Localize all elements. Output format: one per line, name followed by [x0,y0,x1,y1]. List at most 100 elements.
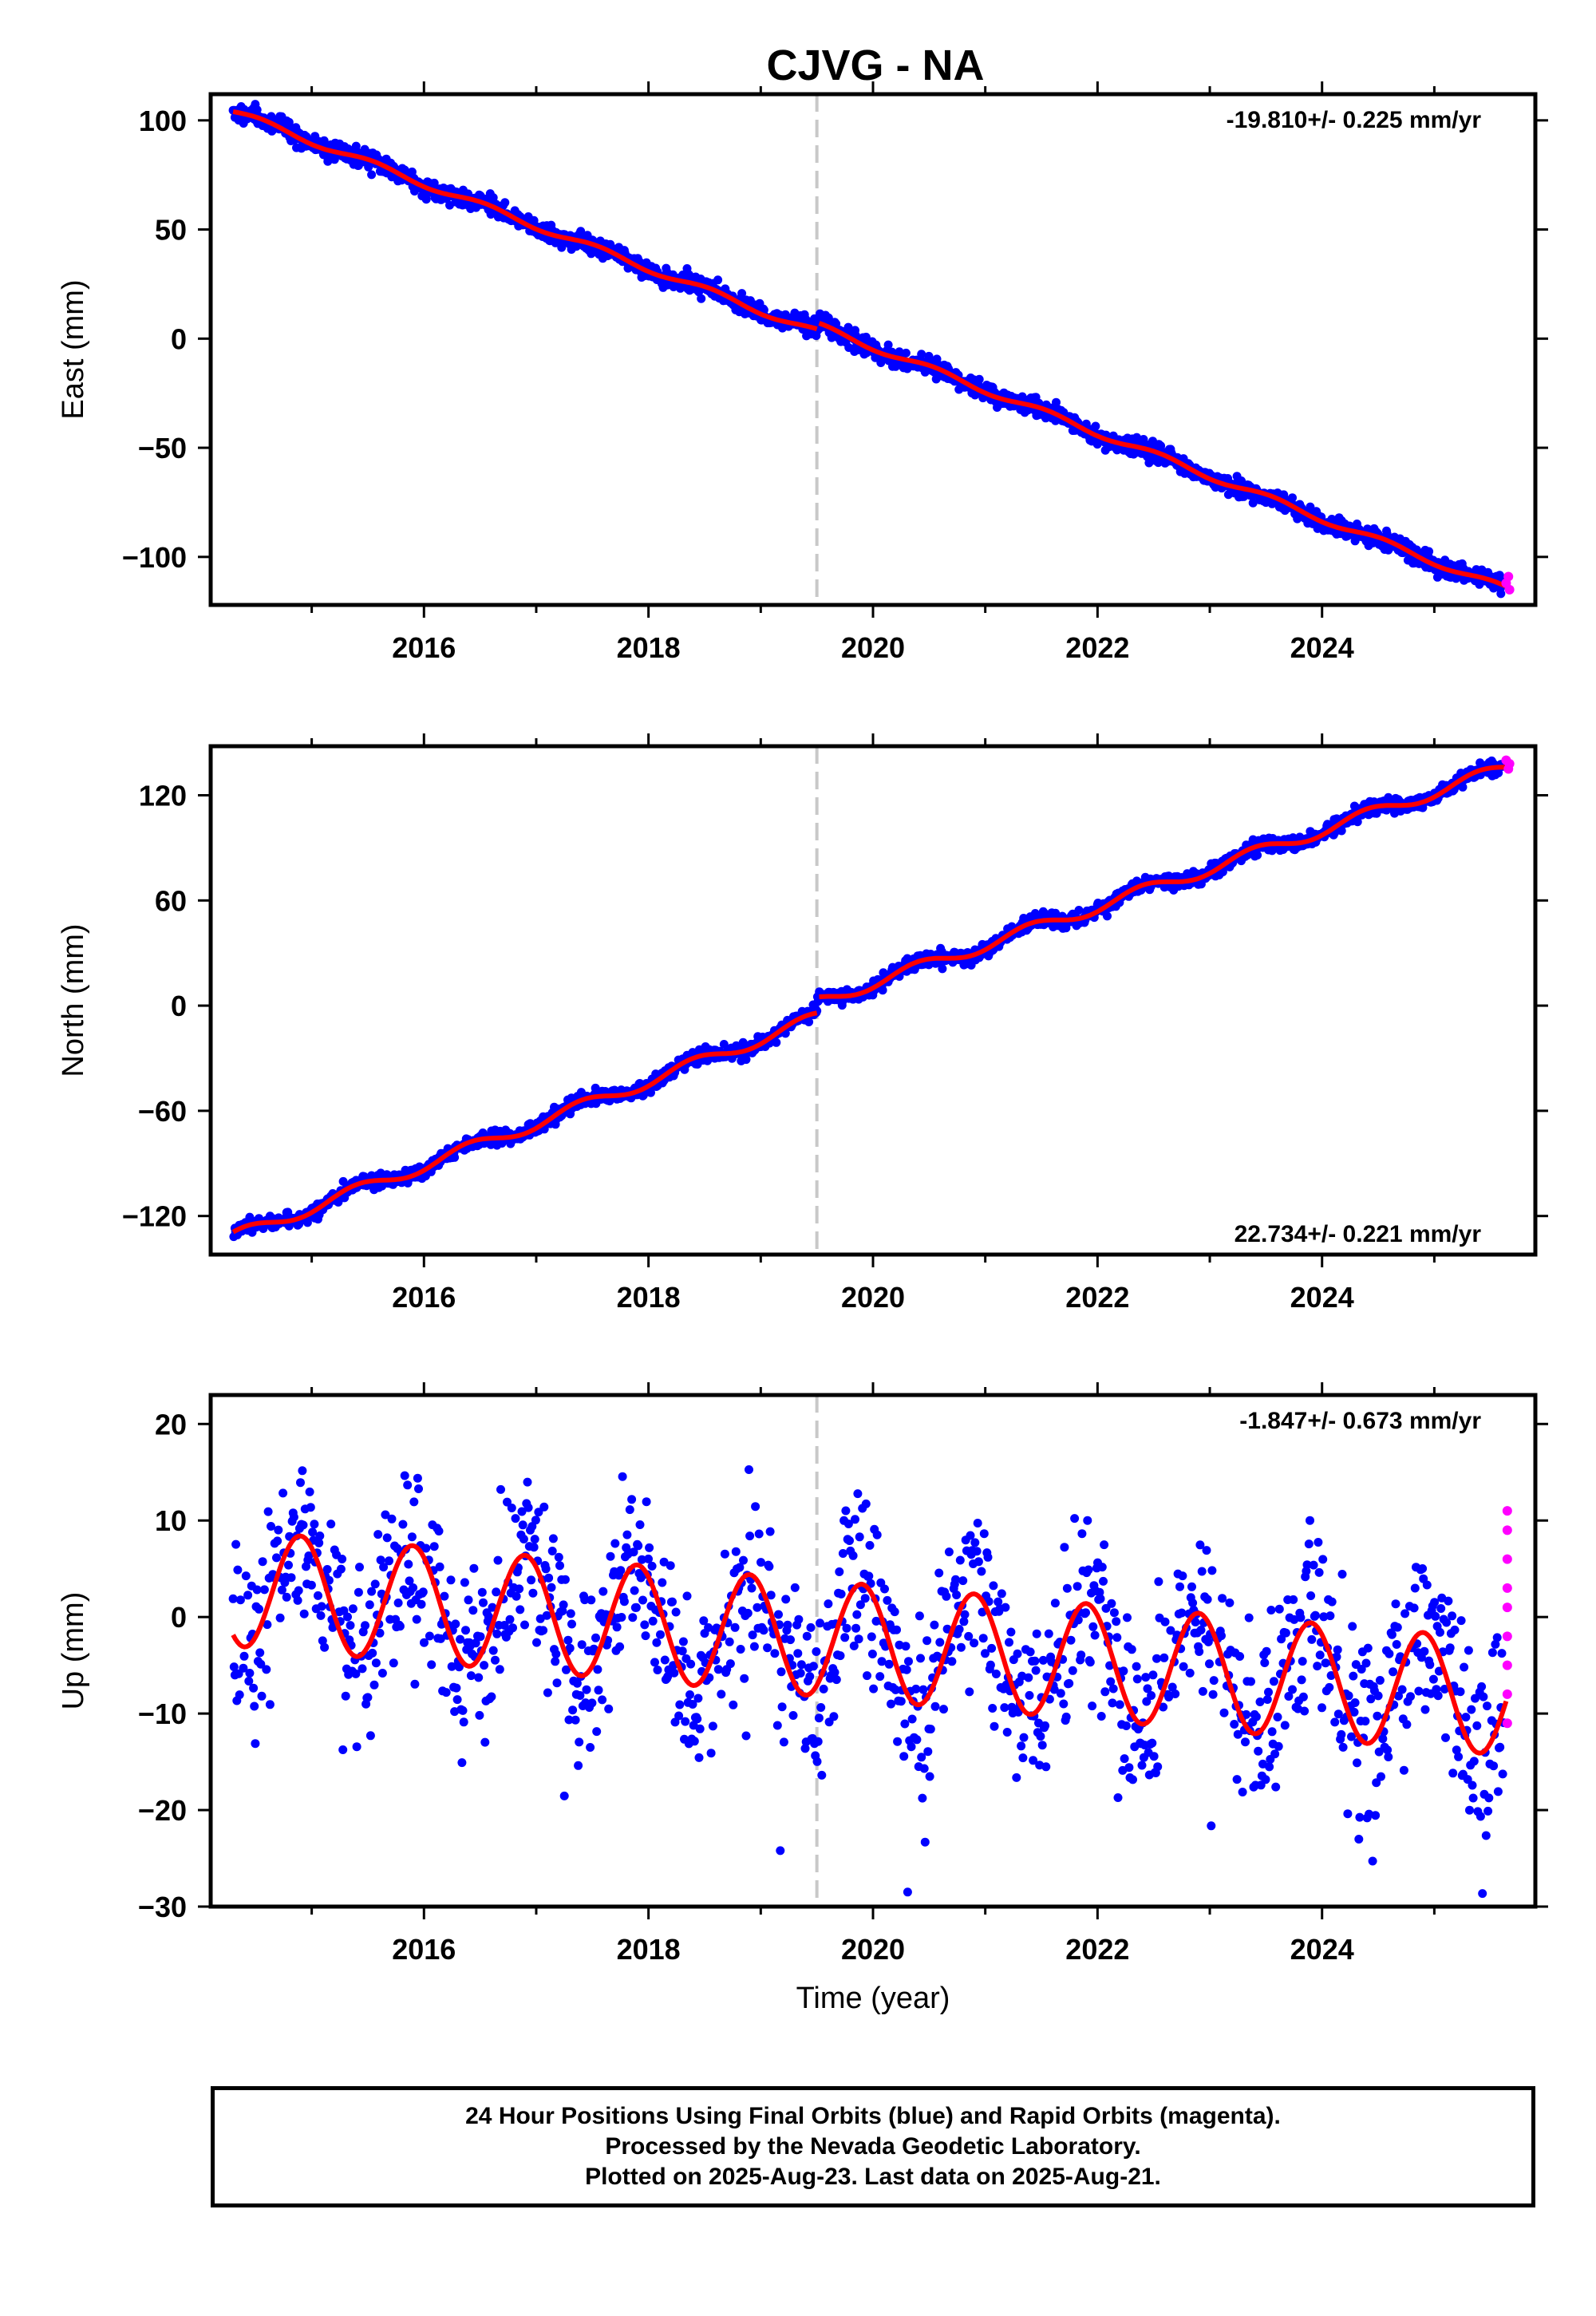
final-orbit-point [245,1669,255,1678]
final-orbit-point [783,1620,792,1630]
final-orbit-point [1002,1728,1012,1737]
final-orbit-point [304,1551,314,1560]
final-orbit-point [255,1604,263,1614]
final-orbit-point [491,1655,500,1665]
final-orbit-point [385,1556,393,1566]
final-orbit-point [658,1578,667,1587]
final-orbit-point [735,1563,745,1572]
final-orbit-point [920,1837,930,1847]
final-orbit-point [786,1635,795,1645]
final-orbit-point [1025,1690,1034,1700]
final-orbit-point [713,1665,723,1674]
final-orbit-point [591,1633,600,1642]
final-orbit-point [884,1659,894,1669]
final-orbit-point [274,1525,283,1535]
final-orbit-point [593,1665,602,1674]
final-orbit-point [836,1651,845,1661]
final-orbit-point [1124,1763,1134,1773]
final-orbit-point [678,1646,687,1656]
y-tick-label: −100 [122,541,187,574]
final-orbit-point [776,1667,786,1677]
final-orbit-point [699,1616,709,1626]
final-orbit-point [1274,1604,1284,1614]
final-orbit-point [646,1088,655,1097]
final-orbit-point [1031,1666,1041,1675]
final-orbit-point [1179,1662,1188,1671]
final-orbit-point [256,1659,266,1669]
final-orbit-point [1208,1690,1218,1699]
final-orbit-point [883,1595,892,1605]
final-orbit-point [564,1715,574,1725]
final-orbit-point [1230,1720,1239,1729]
final-orbit-point [500,1621,509,1630]
final-orbit-point [717,1690,726,1699]
final-orbit-point [338,1555,347,1563]
final-orbit-point [255,1648,265,1658]
final-orbit-point [282,1592,291,1602]
final-orbit-point [747,1583,757,1593]
final-orbit-point [574,1761,583,1770]
final-orbit-point [774,1610,783,1619]
final-orbit-point [741,1055,751,1065]
final-orbit-point [1096,1594,1105,1603]
final-orbit-point [970,1638,979,1648]
final-orbit-point [766,1591,776,1600]
final-orbit-point [1103,911,1112,921]
final-orbit-point [1147,1691,1156,1700]
final-orbit-point [317,1602,326,1611]
final-orbit-point [480,1661,489,1670]
final-orbit-point [959,1617,969,1626]
final-orbit-point [1120,1754,1129,1764]
final-orbit-point [1091,421,1100,431]
final-orbit-point [471,1638,480,1648]
final-orbit-point [563,1635,573,1645]
final-orbit-point [305,1487,314,1496]
final-orbit-point [363,1693,373,1702]
final-orbit-point [517,1507,527,1516]
final-orbit-point [555,1561,564,1571]
final-orbit-point [932,354,942,364]
final-orbit-point [1060,1543,1069,1552]
final-orbit-point [958,1576,968,1586]
final-orbit-point [729,1700,738,1709]
final-orbit-point [308,1528,318,1537]
final-orbit-point [745,1465,753,1474]
final-orbit-point [495,1665,504,1674]
final-orbit-point [645,1543,654,1552]
final-orbit-point [615,1642,625,1651]
final-orbit-point [1153,1762,1163,1772]
final-orbit-point [979,1529,989,1539]
final-orbit-point [451,1619,460,1629]
final-orbit-point [1171,1690,1180,1698]
final-orbit-point [737,289,747,298]
final-orbit-point [1088,1622,1098,1631]
final-orbit-point [251,1739,260,1749]
final-orbit-point [880,1584,889,1594]
final-orbit-point [854,1634,863,1644]
final-orbit-point [1274,1741,1283,1751]
final-orbit-point [1280,1721,1290,1730]
final-orbit-point [816,1618,824,1628]
final-orbit-point [1013,1707,1023,1717]
final-orbit-point [835,1567,844,1576]
final-orbit-point [1109,1608,1119,1618]
final-orbit-point [1073,1582,1082,1591]
final-orbit-point [759,1626,768,1635]
x-ticks [310,733,1436,1267]
final-orbit-point [832,1675,841,1685]
final-orbit-point [387,1514,397,1524]
final-orbit-point [794,1614,804,1624]
final-orbit-point [492,1587,501,1597]
final-orbit-point [566,1609,575,1618]
final-orbit-point [516,1605,525,1614]
final-orbit-point [689,1721,698,1730]
final-orbit-point [488,1646,498,1655]
final-orbit-point [896,1697,906,1706]
final-orbit-point [1018,1753,1028,1763]
final-orbit-point [1090,1630,1100,1640]
final-orbit-point [343,1612,352,1622]
final-orbit-point [434,1527,444,1535]
final-orbit-point [666,1561,675,1571]
final-orbit-point [572,1678,582,1688]
